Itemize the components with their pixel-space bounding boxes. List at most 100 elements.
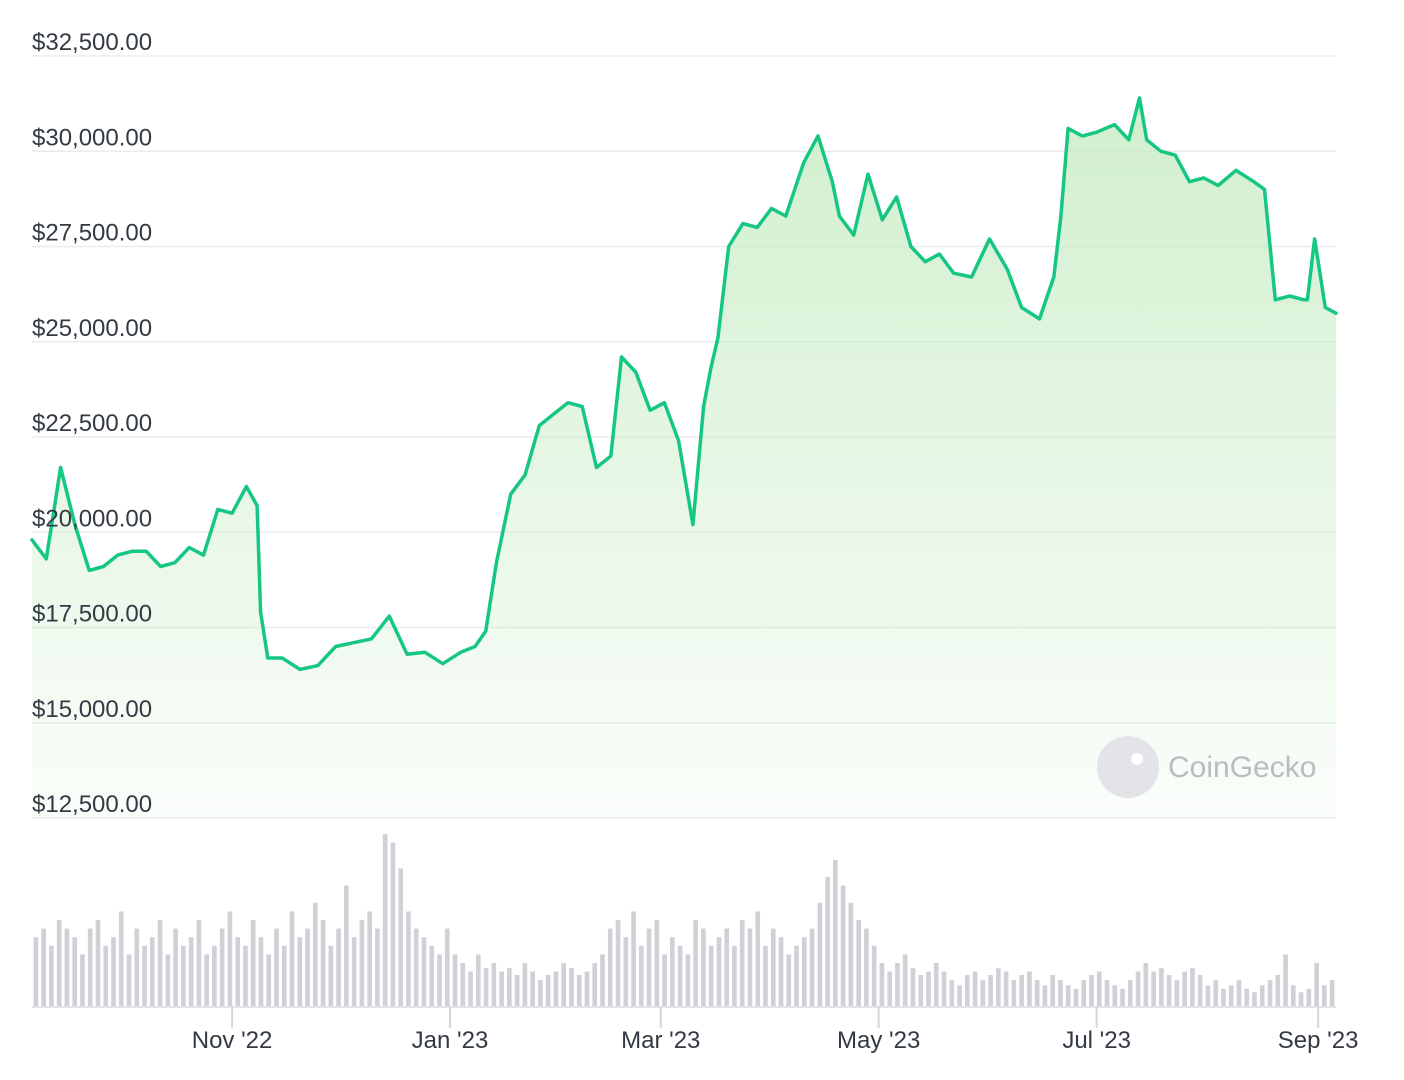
volume-bar bbox=[576, 975, 582, 1006]
volume-bar bbox=[670, 937, 675, 1006]
volume-bar bbox=[770, 928, 776, 1006]
volume-bar bbox=[196, 920, 202, 1006]
volume-bar bbox=[980, 980, 986, 1006]
volume-bar bbox=[902, 954, 908, 1006]
volume-bar bbox=[507, 968, 512, 1006]
volume-bar bbox=[1042, 985, 1048, 1006]
volume-bar bbox=[1089, 975, 1094, 1006]
volume-bar bbox=[1166, 975, 1172, 1006]
y-tick-label: $25,000.00 bbox=[32, 315, 152, 342]
volume-bar bbox=[592, 963, 598, 1006]
volume-bar bbox=[142, 945, 147, 1006]
volume-bar bbox=[1135, 971, 1141, 1006]
volume-bar bbox=[204, 954, 209, 1006]
volume-bar bbox=[351, 937, 357, 1006]
volume-bar bbox=[297, 937, 303, 1006]
volume-bar bbox=[638, 945, 644, 1006]
volume-bar bbox=[786, 954, 792, 1006]
volume-bar bbox=[1252, 992, 1257, 1006]
volume-bar bbox=[219, 928, 225, 1006]
volume-bar bbox=[1267, 980, 1273, 1006]
volume-bar bbox=[1027, 971, 1032, 1006]
volume-bar bbox=[607, 928, 613, 1006]
volume-bar bbox=[72, 937, 78, 1006]
volume-bar bbox=[646, 928, 652, 1006]
volume-bar bbox=[41, 928, 46, 1006]
volume-bar bbox=[755, 911, 761, 1006]
volume-bar bbox=[134, 928, 140, 1006]
y-tick-label: $20,000.00 bbox=[32, 505, 152, 532]
volume-bar bbox=[452, 954, 458, 1006]
volume-bar bbox=[809, 928, 815, 1006]
volume-bar bbox=[1236, 980, 1242, 1006]
volume-bar bbox=[1275, 975, 1281, 1006]
volume-bar bbox=[600, 954, 605, 1006]
volume-bar bbox=[289, 911, 295, 1006]
volume-bar bbox=[250, 920, 256, 1006]
volume-bar bbox=[871, 945, 877, 1006]
volume-bar bbox=[1120, 988, 1125, 1006]
volume-bar bbox=[522, 963, 528, 1006]
volume-bar bbox=[739, 920, 745, 1006]
volume-bar bbox=[957, 985, 962, 1006]
volume-bar bbox=[305, 928, 310, 1006]
volume-bar bbox=[344, 885, 349, 1006]
volume-bar bbox=[281, 945, 287, 1006]
x-tick-label: Nov '22 bbox=[192, 1027, 273, 1054]
volume-bar bbox=[918, 975, 924, 1006]
volume-bar bbox=[964, 975, 970, 1006]
volume-bar bbox=[840, 885, 846, 1006]
volume-bar bbox=[778, 937, 784, 1006]
volume-bar bbox=[126, 954, 132, 1006]
volume-bar bbox=[359, 920, 365, 1006]
volume-bar bbox=[320, 920, 326, 1006]
volume-bar bbox=[716, 937, 722, 1006]
volume-bar bbox=[212, 945, 217, 1006]
volume-bar bbox=[111, 937, 116, 1006]
x-tick-label: Jan '23 bbox=[412, 1027, 489, 1054]
volume-bar bbox=[149, 937, 155, 1006]
volume-bar bbox=[1329, 980, 1335, 1006]
volume-bar bbox=[514, 975, 520, 1006]
volume-bar bbox=[1011, 980, 1017, 1006]
volume-bar bbox=[662, 954, 667, 1006]
volume-bar bbox=[1104, 980, 1110, 1006]
volume-bar bbox=[1283, 954, 1288, 1006]
volume-bar bbox=[398, 868, 404, 1006]
volume-bar bbox=[1190, 968, 1195, 1006]
volume-bar bbox=[530, 971, 535, 1006]
volume-bar bbox=[569, 968, 574, 1006]
volume-bar bbox=[1174, 980, 1180, 1006]
volume-bar bbox=[848, 902, 854, 1006]
volume-bar bbox=[1143, 963, 1149, 1006]
volume-bar bbox=[561, 963, 567, 1006]
volume-bar bbox=[312, 902, 318, 1006]
volume-bar bbox=[1314, 963, 1319, 1006]
volume-bar bbox=[468, 971, 473, 1006]
volume-bar bbox=[1159, 968, 1164, 1006]
volume-bar bbox=[1322, 985, 1327, 1006]
coingecko-logo-icon bbox=[1097, 736, 1159, 798]
volume-bar bbox=[1112, 985, 1118, 1006]
y-tick-label: $32,500.00 bbox=[32, 29, 152, 56]
x-tick-label: Sep '23 bbox=[1278, 1027, 1359, 1054]
volume-bar bbox=[864, 928, 869, 1006]
volume-bar bbox=[794, 945, 799, 1006]
volume-bar bbox=[413, 928, 419, 1006]
volume-bar bbox=[1205, 985, 1211, 1006]
volume-bar bbox=[615, 920, 621, 1006]
volume-bar bbox=[833, 859, 838, 1006]
volume-bar bbox=[235, 937, 241, 1006]
volume-bar bbox=[856, 920, 861, 1006]
volume-bar bbox=[887, 971, 893, 1006]
volume-bar bbox=[949, 980, 955, 1006]
volume-bar bbox=[87, 928, 93, 1006]
y-tick-label: $30,000.00 bbox=[32, 124, 152, 151]
x-tick-label: Mar '23 bbox=[621, 1027, 700, 1054]
volume-bar bbox=[895, 963, 900, 1006]
volume-bar bbox=[1050, 975, 1056, 1006]
volume-bar bbox=[1096, 971, 1102, 1006]
volume-bar bbox=[444, 928, 450, 1006]
volume-bar bbox=[266, 954, 272, 1006]
